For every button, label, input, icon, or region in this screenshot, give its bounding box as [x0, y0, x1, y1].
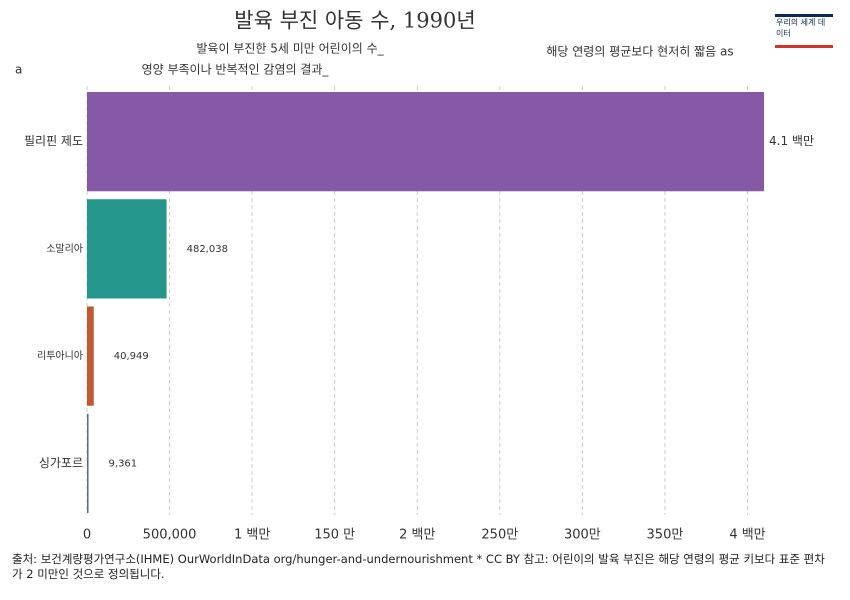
bar — [87, 413, 89, 513]
x-tick-label: 150 만 — [314, 528, 355, 543]
chart-title: 발육 부진 아동 수, 1990년 — [234, 9, 475, 33]
bar — [87, 306, 94, 406]
x-tick-label: 300만 — [564, 528, 601, 543]
x-tick-label: 500,000 — [143, 528, 197, 543]
value-label: 482,038 — [187, 244, 228, 255]
y-tick-label: 리투아니아 — [37, 350, 83, 362]
y-tick-label: 싱가포르 — [39, 456, 83, 470]
bar — [87, 92, 764, 192]
subtitle: 영양 부족이나 반복적인 감염의 결과_ — [142, 63, 330, 77]
chart: 발육 부진 아동 수, 1990년 발육이 부진한 5세 미만 어린이의 수_ … — [15, 9, 833, 543]
note: 출처: 보건계량평가연구소(IHME) OurWorldInData org/h… — [12, 552, 825, 581]
x-tick-label: 1 백만 — [234, 528, 270, 543]
bar — [87, 199, 167, 299]
x-tick-label: 250만 — [481, 528, 518, 543]
subtitle: 발육이 부진한 5세 미만 어린이의 수_ — [196, 42, 384, 56]
logo-holder: 우리의 세계 데이터 — [776, 18, 826, 38]
subtitle: a — [15, 63, 22, 77]
logo-box — [775, 14, 833, 48]
subtitle: 해당 연령의 평균보다 현저히 짧음 as — [546, 45, 733, 59]
value-label: 40,949 — [114, 351, 149, 362]
logo: 우리의 세계 데이터 — [776, 18, 826, 38]
y-tick-label: 소말리아 — [46, 243, 83, 255]
logo-top — [775, 14, 833, 17]
value-label: 9,361 — [109, 458, 138, 469]
value-label: 4.1 백만 — [769, 134, 814, 148]
x-tick-label: 0 — [83, 528, 91, 543]
x-tick-label: 4 백만 — [729, 528, 765, 543]
y-tick-label: 필리핀 제도 — [24, 134, 83, 148]
x-tick-label: 350만 — [647, 528, 684, 543]
logo-bottom — [775, 45, 833, 48]
x-tick-label: 2 백만 — [399, 528, 435, 543]
